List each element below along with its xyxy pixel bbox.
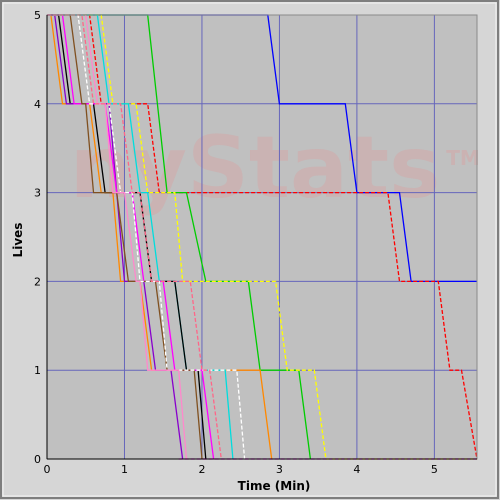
series-line-3 (47, 14, 312, 460)
y-tick-label: 2 (34, 275, 41, 288)
y-tick-label: 5 (34, 9, 41, 22)
plot-area (47, 15, 477, 459)
x-tick-label: 3 (276, 463, 283, 476)
series-line-4 (47, 14, 477, 460)
watermark-text: nyStats (70, 118, 441, 218)
x-tick-label: 0 (44, 463, 51, 476)
y-tick-label: 4 (34, 98, 41, 111)
watermark: nyStats TM (70, 118, 480, 218)
x-tick-label: 5 (431, 463, 438, 476)
y-tick-label: 0 (34, 453, 41, 466)
y-tick-label: 3 (34, 187, 41, 200)
grid (46, 14, 477, 460)
watermark-tm: TM (446, 146, 480, 170)
x-tick-label: 4 (353, 463, 360, 476)
axes: 0 1 2 3 4 5 0 1 2 3 4 5 (34, 9, 478, 476)
y-axis-label: Lives (11, 223, 25, 258)
y-tick-label: 1 (34, 364, 41, 377)
series-line-12 (47, 14, 188, 460)
x-tick-label: 2 (198, 463, 205, 476)
series-layer (47, 14, 478, 460)
series-line-13 (47, 14, 222, 460)
series-line-1 (47, 14, 477, 283)
x-axis-label: Time (Min) (238, 479, 311, 493)
series-line-2 (47, 14, 478, 460)
x-tick-label: 1 (121, 463, 128, 476)
